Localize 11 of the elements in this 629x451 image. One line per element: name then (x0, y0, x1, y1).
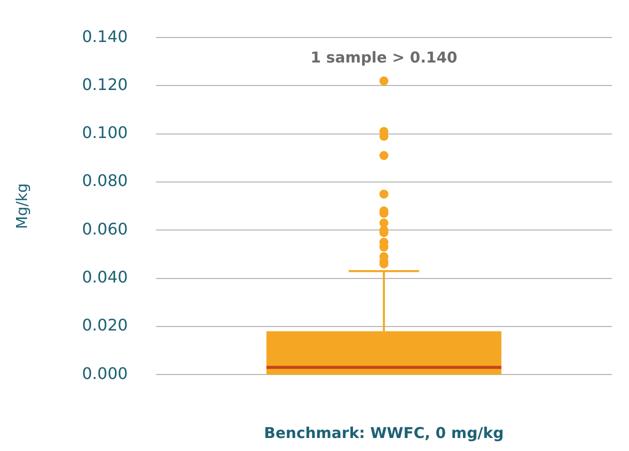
annotation: 1 sample > 0.140 (310, 48, 458, 67)
y-tick-label: 0.100 (82, 123, 128, 142)
y-tick-label: 0.140 (82, 26, 128, 46)
x-axis-title: Benchmark: WWFC, 0 mg/kg (264, 424, 504, 442)
y-tick-label: 0.060 (82, 219, 128, 238)
y-tick-label: 0.020 (82, 316, 128, 335)
y-tick-label: 0.080 (82, 171, 128, 190)
y-tick-label: 0.040 (82, 267, 128, 286)
y-tick-label: 0.000 (82, 364, 128, 383)
y-tick-label: 0.120 (82, 74, 128, 94)
y-axis-title: Mg/kg (12, 183, 31, 229)
